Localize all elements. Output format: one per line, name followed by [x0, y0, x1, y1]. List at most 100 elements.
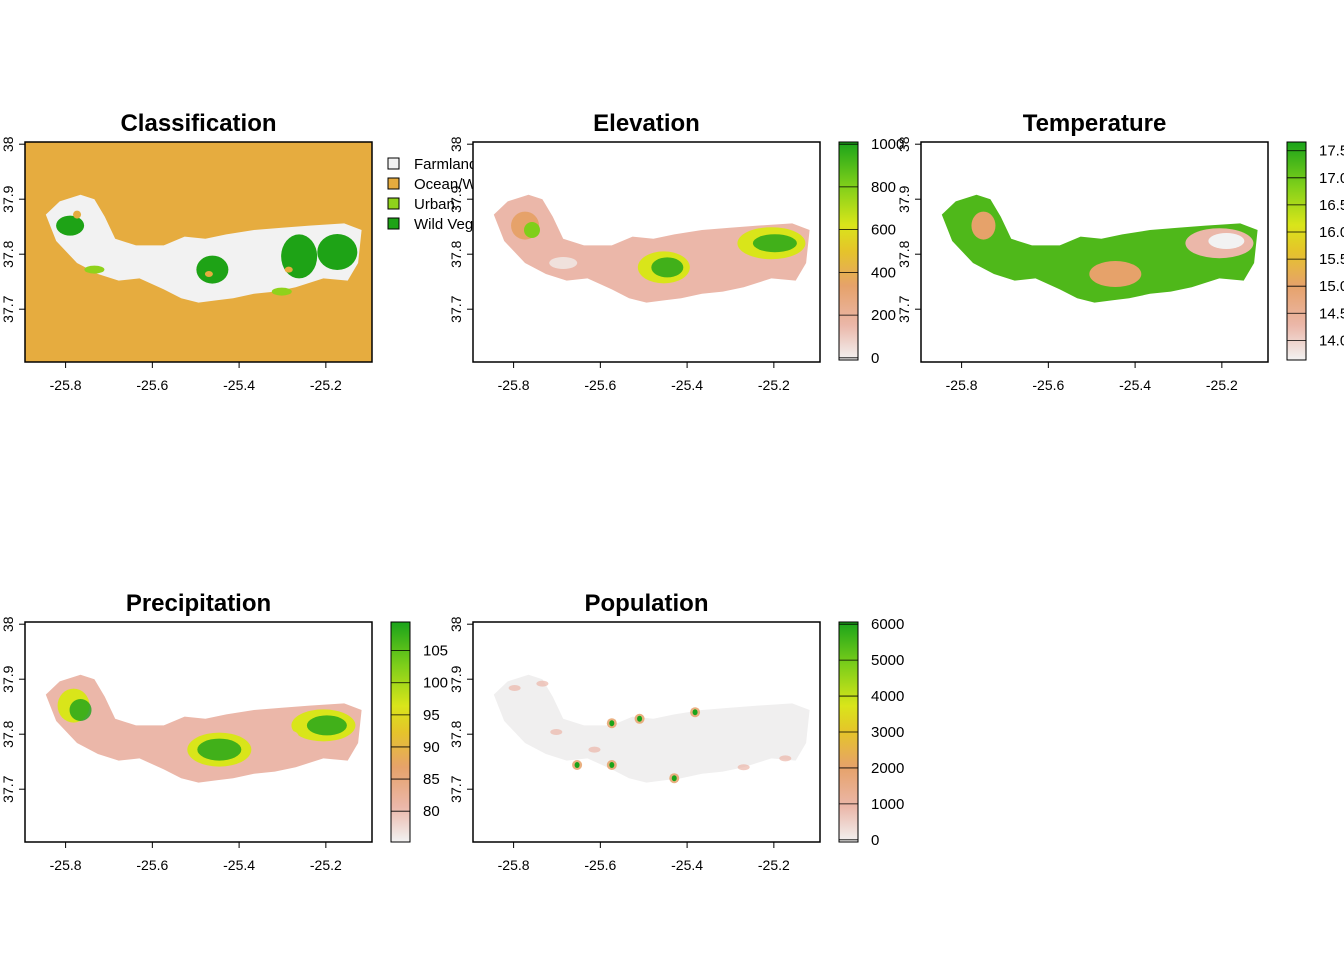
y-tick-label: 38	[0, 616, 16, 632]
population-center	[609, 762, 615, 768]
lake-2	[204, 271, 213, 277]
population-sparse	[550, 729, 563, 735]
y-tick-label: 37.8	[0, 720, 16, 747]
y-tick-label: 38	[448, 136, 464, 152]
elev-east-peak	[752, 234, 797, 253]
colorbar	[390, 621, 411, 843]
y-tick-label: 38	[896, 136, 912, 152]
population-center	[574, 762, 580, 768]
population-center	[671, 775, 677, 782]
colorbar-label: 800	[871, 179, 896, 196]
island-elevation	[493, 194, 810, 303]
legend-swatch	[387, 177, 400, 190]
elev-central-peak	[651, 257, 684, 278]
colorbar-label: 6000	[871, 616, 904, 633]
legend-swatch	[387, 157, 400, 170]
y-tick-label: 37.9	[448, 185, 464, 212]
y-tick-label: 38	[448, 616, 464, 632]
colorbar-label: 200	[871, 307, 896, 324]
precip-west-high	[69, 699, 92, 721]
lake-3	[284, 266, 293, 273]
population-center	[637, 715, 643, 722]
vegetation-patch-west	[56, 215, 85, 236]
temp-east-coldest	[1208, 233, 1245, 249]
x-tick-label: -25.6	[584, 377, 616, 393]
panel-title: Classification	[120, 110, 276, 137]
legend-swatch	[387, 217, 400, 230]
y-tick-label: 37.8	[896, 240, 912, 267]
population-sparse	[588, 746, 601, 753]
plot-frame	[24, 621, 373, 843]
legend-label: Urban	[414, 196, 455, 213]
map-panel-elevation: Elevation -25.8 -25.6 -25.4 -25.2 37.7 37.8 37.…	[448, 110, 904, 393]
x-tick-label: -25.2	[310, 377, 342, 393]
y-tick-label: 37.9	[0, 185, 16, 212]
colorbar-label: 15.5	[1319, 251, 1344, 268]
y-tick-label: 37.7	[896, 295, 912, 322]
x-tick-label: -25.8	[946, 377, 978, 393]
precip-east-high	[306, 715, 347, 736]
plot-frame	[472, 621, 821, 843]
population-center	[692, 709, 698, 716]
colorbar-label: 14.0	[1319, 332, 1344, 349]
colorbar-label: 90	[423, 739, 440, 756]
legend-label: Farmland	[414, 156, 477, 173]
x-tick-label: -25.8	[50, 857, 82, 873]
plot-frame	[920, 141, 1269, 363]
colorbar-label: 17.5	[1319, 143, 1344, 160]
x-tick-label: -25.4	[223, 857, 255, 873]
plot-frame	[24, 141, 373, 363]
precip-dry-patch	[278, 730, 299, 743]
x-tick-label: -25.4	[671, 857, 703, 873]
x-tick-label: -25.8	[50, 377, 82, 393]
population-center	[609, 720, 615, 727]
map-panel-classification: Classification -25.8 -25.6 -25.4 -25.2 37.7 37…	[0, 110, 541, 393]
panel-title: Elevation	[593, 110, 700, 137]
y-tick-label: 37.8	[448, 240, 464, 267]
x-tick-label: -25.4	[671, 377, 703, 393]
colorbar-label: 4000	[871, 688, 904, 705]
population-sparse	[737, 764, 750, 771]
colorbar-label: 0	[871, 832, 879, 849]
colorbar-label: 1000	[871, 136, 904, 153]
urban-patch-1	[84, 265, 105, 274]
y-tick-label: 38	[0, 136, 16, 152]
map-panel-population: Population -25.8 -25.6 -25.4 -25.2 37.7 37.8 37…	[448, 590, 904, 873]
colorbar-label: 3000	[871, 724, 904, 741]
island-precipitation	[45, 674, 362, 783]
colorbar-label: 15.0	[1319, 278, 1344, 295]
y-tick-label: 37.8	[0, 240, 16, 267]
y-tick-label: 37.7	[448, 775, 464, 802]
y-tick-label: 37.9	[448, 665, 464, 692]
population-sparse	[779, 755, 792, 762]
population-sparse	[508, 685, 521, 691]
x-tick-label: -25.6	[584, 857, 616, 873]
island-temperature	[941, 194, 1258, 303]
y-tick-label: 37.8	[448, 720, 464, 747]
vegetation-patch-central	[196, 255, 229, 284]
elev-west-peak	[523, 222, 540, 238]
y-tick-label: 37.7	[0, 295, 16, 322]
colorbar-label: 0	[871, 350, 879, 367]
temp-west-cool	[971, 211, 996, 240]
colorbar-label: 5000	[871, 652, 904, 669]
x-tick-label: -25.6	[136, 857, 168, 873]
temp-central-cool	[1089, 261, 1142, 287]
map-panel-temperature: Temperature -25.8 -25.6 -25.4 -25.2 37.7 37.8 3…	[896, 110, 1344, 393]
x-tick-label: -25.2	[758, 377, 790, 393]
colorbar-label: 80	[423, 803, 440, 820]
precip-central-high	[197, 738, 242, 761]
y-tick-label: 37.9	[896, 185, 912, 212]
x-tick-label: -25.2	[310, 857, 342, 873]
panel-title: Temperature	[1023, 110, 1167, 137]
legend-label: Wild Veget	[414, 216, 487, 233]
x-tick-label: -25.8	[498, 857, 530, 873]
y-tick-label: 37.9	[0, 665, 16, 692]
colorbar-label: 16.5	[1319, 197, 1344, 214]
population-sparse	[536, 680, 549, 687]
colorbar-label: 95	[423, 707, 440, 724]
colorbar-label: 2000	[871, 760, 904, 777]
colorbar-label: 1000	[871, 796, 904, 813]
lake-1	[73, 210, 82, 219]
x-tick-label: -25.6	[136, 377, 168, 393]
